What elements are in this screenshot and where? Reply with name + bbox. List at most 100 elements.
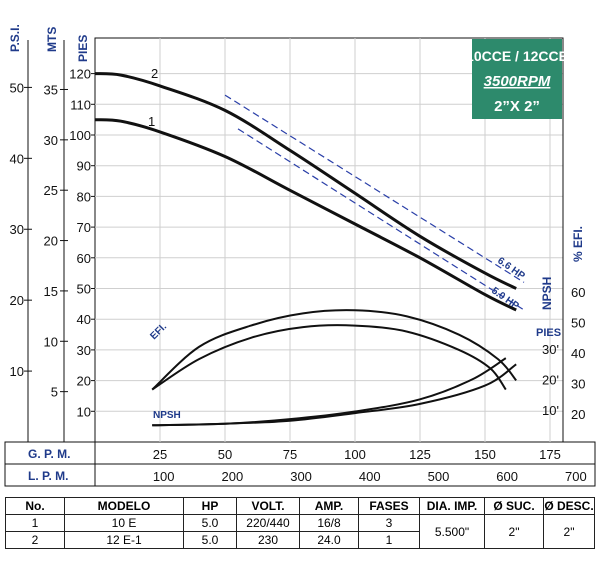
pies-tick-label: 60 — [77, 251, 91, 266]
spec-table: No. MODELO HP VOLT. AMP. FASES DIA. IMP.… — [5, 497, 595, 549]
efi-axis-label: % EFI. — [571, 226, 585, 262]
efi-tick-label: 60 — [571, 285, 585, 300]
right-axes: 20 30 40 50 60 10' 20' 30' — [542, 38, 585, 442]
lpm-tick-label: 400 — [359, 469, 381, 484]
psi-tick-label: 30 — [10, 222, 24, 237]
curves — [94, 72, 517, 427]
lpm-tick-label: 100 — [153, 469, 175, 484]
npsh-unit-label: PIES — [536, 327, 561, 339]
cell-fases: 1 — [358, 531, 420, 549]
pies-tick-label: 120 — [69, 67, 91, 82]
gpm-tick-label: 125 — [409, 447, 431, 462]
col-no: No. — [5, 497, 65, 515]
pies-tick-label: 50 — [77, 282, 91, 297]
psi-tick-label: 50 — [10, 80, 24, 95]
psi-axis-label: P.S.I. — [8, 24, 22, 52]
pies-tick-label: 70 — [77, 220, 91, 235]
cell-hp: 5.0 — [183, 531, 237, 549]
col-desc: Ø DESC. — [543, 497, 595, 515]
col-modelo: MODELO — [64, 497, 184, 515]
pies-tick-label: 10 — [77, 404, 91, 419]
cell-modelo: 12 E-1 — [64, 531, 184, 549]
npsh-axis-label: NPSH — [540, 277, 554, 310]
col-dia-imp: DIA. IMP. — [419, 497, 485, 515]
mts-tick-label: 25 — [44, 183, 58, 198]
pies-tick-label: 30 — [77, 343, 91, 358]
efi-tick-label: 50 — [571, 316, 585, 331]
header-rpm: 3500RPM — [484, 73, 551, 90]
psi-tick-label: 40 — [10, 151, 24, 166]
cell-hp: 5.0 — [183, 514, 237, 532]
col-amp: AMP. — [299, 497, 359, 515]
mts-tick-label: 30 — [44, 133, 58, 148]
lpm-axis-label: L. P. M. — [28, 469, 68, 483]
mts-tick-label: 10 — [44, 334, 58, 349]
cell-fases: 3 — [358, 514, 420, 532]
npsh-tick-label: 10' — [542, 403, 559, 418]
lpm-tick-label: 200 — [222, 469, 244, 484]
cell-no: 1 — [5, 514, 65, 532]
col-hp: HP — [183, 497, 237, 515]
hp-line — [224, 94, 525, 283]
col-fases: FASES — [358, 497, 420, 515]
curve-label-1: 1 — [148, 114, 155, 129]
pies-axis-label: PIES — [76, 35, 90, 62]
mts-axis-label: MTS — [45, 27, 59, 52]
mts-tick-label: 35 — [44, 82, 58, 97]
cell-amp: 16/8 — [299, 514, 359, 532]
npsh-tick-label: 30' — [542, 342, 559, 357]
bottom-axes: 25 50 75 100 125 150 175 100 200 300 400 500 600 700 — [153, 447, 587, 484]
cell-modelo: 10 E — [64, 514, 184, 532]
npsh-curve-label: NPSH — [153, 410, 181, 421]
mts-tick-label: 20 — [44, 234, 58, 249]
npsh-curve-2 — [152, 363, 517, 427]
left-axes: 10 20 30 40 50 60 70 80 90 100 110 120 5 10 15 20 25 30 35… — [10, 40, 95, 442]
gpm-tick-label: 75 — [283, 447, 297, 462]
cell-amp: 24.0 — [299, 531, 359, 549]
cell-volt: 220/440 — [236, 514, 300, 532]
table-header-row: No. MODELO HP VOLT. AMP. FASES DIA. IMP.… — [5, 497, 595, 515]
pies-tick-label: 90 — [77, 159, 91, 174]
cell-suc: 2" — [484, 514, 544, 549]
gpm-tick-label: 50 — [218, 447, 232, 462]
cell-volt: 230 — [236, 531, 300, 549]
table-row: 1 10 E 5.0 220/440 16/8 3 5.500" 2" 2" — [5, 514, 595, 549]
efi-tick-label: 30 — [571, 377, 585, 392]
grid — [95, 38, 563, 442]
cell-desc: 2" — [543, 514, 595, 549]
efficiency-label: EFI. — [148, 321, 169, 342]
mts-tick-label: 5 — [51, 385, 58, 400]
head-curve-1 — [94, 118, 517, 312]
hp-label-6-6: 6.6 HP — [495, 255, 527, 282]
lpm-tick-label: 500 — [428, 469, 450, 484]
pies-tick-label: 80 — [77, 189, 91, 204]
efficiency-curve-2 — [151, 324, 507, 391]
header-size: 2”X 2” — [494, 98, 540, 115]
npsh-curve-1 — [152, 357, 507, 427]
efficiency-curve-1 — [151, 309, 517, 391]
table-row: 2 12 E-1 5.0 230 24.0 1 — [5, 531, 595, 549]
curve-label-2: 2 — [151, 66, 158, 81]
model-header-box: 10CCE / 12CCE 3500RPM 2”X 2” — [466, 39, 568, 119]
gpm-tick-label: 175 — [539, 447, 561, 462]
psi-tick-label: 20 — [10, 293, 24, 308]
pies-tick-label: 20 — [77, 374, 91, 389]
header-model: 10CCE / 12CCE — [466, 48, 568, 64]
efi-tick-label: 40 — [571, 346, 585, 361]
cell-dia-imp: 5.500" — [419, 514, 485, 549]
gpm-axis-label: G. P. M. — [28, 447, 70, 461]
pump-curve-chart: 1020304050607080901001101205101520253035… — [4, 24, 596, 487]
lpm-tick-label: 300 — [290, 469, 312, 484]
hp-line — [237, 128, 525, 311]
col-volt: VOLT. — [236, 497, 300, 515]
pies-tick-label: 100 — [69, 128, 91, 143]
pies-tick-label: 110 — [70, 97, 91, 112]
col-suc: Ø SUC. — [484, 497, 544, 515]
gpm-tick-label: 150 — [474, 447, 496, 462]
lpm-tick-label: 700 — [565, 469, 587, 484]
mts-tick-label: 15 — [44, 284, 58, 299]
gpm-tick-label: 100 — [344, 447, 366, 462]
cell-no: 2 — [5, 531, 65, 549]
efi-tick-label: 20 — [571, 407, 585, 422]
lpm-tick-label: 600 — [496, 469, 518, 484]
